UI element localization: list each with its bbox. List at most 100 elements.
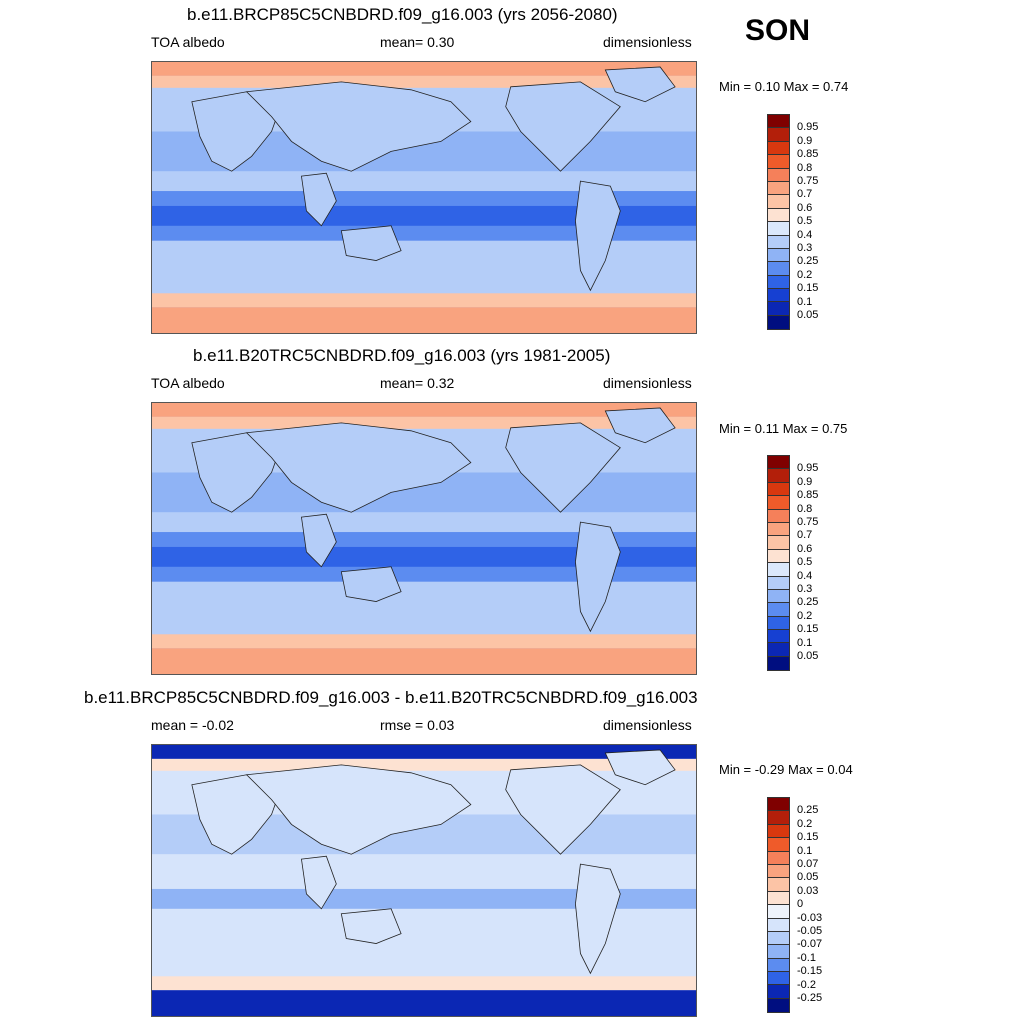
colorbar-swatch xyxy=(768,985,789,999)
colorbar-swatch xyxy=(768,864,789,879)
colorbar-tick-label: -0.2 xyxy=(797,978,816,991)
panel-3-title: b.e11.BRCP85C5CNBDRD.f09_g16.003 - b.e11… xyxy=(84,688,698,707)
colorbar-swatch xyxy=(768,851,789,865)
colorbar-tick-label: 0.15 xyxy=(797,623,819,636)
colorbar-swatch xyxy=(768,549,789,564)
colorbar-tick-label: -0.15 xyxy=(797,965,823,978)
colorbar-swatch xyxy=(768,195,789,209)
colorbar-tick-label: -0.07 xyxy=(797,938,823,951)
colorbar-swatch xyxy=(768,972,789,986)
panel-2-map xyxy=(151,402,697,675)
colorbar-tick-label: 0.2 xyxy=(797,817,813,830)
season-label: SON xyxy=(745,14,811,47)
panel-2-units-label: dimensionless xyxy=(603,375,692,391)
colorbar-swatch xyxy=(768,469,789,483)
colorbar-swatch xyxy=(768,168,789,182)
colorbar-tick-label: -0.03 xyxy=(797,911,823,924)
colorbar-swatch xyxy=(768,616,789,631)
colorbar-tick-label: 0.8 xyxy=(797,161,813,174)
colorbar-swatch xyxy=(768,141,789,156)
colorbar-tick-label: 0.03 xyxy=(797,884,819,897)
colorbar-tick-label: -0.1 xyxy=(797,951,816,964)
colorbar-swatch xyxy=(768,656,789,671)
colorbar-swatch xyxy=(768,878,789,892)
colorbar-tick-label: -0.25 xyxy=(797,992,823,1004)
colorbar-swatch xyxy=(768,275,789,290)
colorbar-tick-label: 0.07 xyxy=(797,858,819,870)
colorbar-swatch xyxy=(768,998,789,1013)
colorbar-tick-label: 0.2 xyxy=(797,609,813,622)
colorbar-swatch xyxy=(768,302,789,316)
colorbar-tick-label: 0.9 xyxy=(797,475,813,488)
colorbar-swatch xyxy=(768,643,789,657)
colorbar-swatch xyxy=(768,181,789,196)
colorbar-swatch xyxy=(768,589,789,604)
colorbar-swatch xyxy=(768,289,789,303)
panel-1-map xyxy=(151,61,697,334)
colorbar-tick-label: 0.25 xyxy=(797,596,819,609)
colorbar-swatch xyxy=(768,931,789,946)
colorbar-swatch xyxy=(768,509,789,523)
colorbar-tick-label: 0.2 xyxy=(797,268,813,281)
colorbar-swatch xyxy=(768,536,789,550)
colorbar-tick-label: 0.1 xyxy=(797,636,813,649)
colorbar-swatch xyxy=(768,905,789,919)
colorbar-swatch xyxy=(768,235,789,249)
colorbar-swatch xyxy=(768,824,789,839)
colorbar-tick-label: 0.25 xyxy=(797,804,819,817)
colorbar-swatch xyxy=(768,208,789,223)
colorbar-tick-label: 0.4 xyxy=(797,569,813,582)
colorbar-swatch xyxy=(768,496,789,510)
colorbar-tick-label: 0 xyxy=(797,898,804,911)
colorbar-tick-label: 0.8 xyxy=(797,502,813,515)
colorbar-swatch xyxy=(768,563,789,577)
colorbar-tick-label: 0.75 xyxy=(797,175,819,187)
colorbar-swatch xyxy=(768,576,789,590)
panel-1-title: b.e11.BRCP85C5CNBDRD.f09_g16.003 (yrs 20… xyxy=(187,5,618,24)
panel-2-title: b.e11.B20TRC5CNBDRD.f09_g16.003 (yrs 198… xyxy=(193,346,611,365)
colorbar-swatch xyxy=(768,945,789,959)
colorbar-tick-label: 0.05 xyxy=(797,309,819,321)
panel-1-minmax: Min = 0.10 Max = 0.74 xyxy=(719,79,849,94)
colorbar-tick-label: 0.15 xyxy=(797,282,819,295)
panel-2-variable-label: TOA albedo xyxy=(151,375,225,391)
colorbar-swatch xyxy=(768,958,789,973)
colorbar-swatch xyxy=(768,128,789,142)
colorbar-swatch xyxy=(768,115,789,129)
colorbar-swatch xyxy=(768,891,789,906)
colorbar-swatch xyxy=(768,811,789,825)
panel-1-variable-label: TOA albedo xyxy=(151,34,225,50)
colorbar-tick-label: 0.7 xyxy=(797,188,813,201)
colorbar-tick-label: 0.9 xyxy=(797,134,813,147)
colorbar-tick-label: 0.1 xyxy=(797,295,813,308)
colorbar-tick-label: 0.95 xyxy=(797,121,819,134)
colorbar-swatch xyxy=(768,262,789,276)
colorbar-swatch xyxy=(768,918,789,932)
colorbar-swatch xyxy=(768,798,789,812)
colorbar-tick-label: 0.1 xyxy=(797,844,813,857)
panel-2-mean-label: mean= 0.32 xyxy=(380,375,455,391)
panel-3-rmse-label: rmse = 0.03 xyxy=(380,717,455,733)
colorbar-tick-label: 0.6 xyxy=(797,201,813,214)
panel-3-colorbar xyxy=(767,797,790,1014)
colorbar-tick-label: 0.5 xyxy=(797,215,813,228)
colorbar-tick-label: 0.3 xyxy=(797,583,813,595)
colorbar-swatch xyxy=(768,603,789,617)
colorbar-tick-label: -0.05 xyxy=(797,925,823,937)
colorbar-tick-label: 0.25 xyxy=(797,255,819,268)
colorbar-swatch xyxy=(768,522,789,537)
colorbar-swatch xyxy=(768,155,789,169)
panel-3-minmax: Min = -0.29 Max = 0.04 xyxy=(719,762,853,777)
colorbar-tick-label: 0.95 xyxy=(797,462,819,475)
colorbar-tick-label: 0.6 xyxy=(797,542,813,555)
colorbar-swatch xyxy=(768,456,789,470)
colorbar-swatch xyxy=(768,838,789,852)
panel-2-minmax: Min = 0.11 Max = 0.75 xyxy=(719,421,848,436)
colorbar-tick-label: 0.05 xyxy=(797,871,819,884)
colorbar-swatch xyxy=(768,222,789,236)
panel-1-units-label: dimensionless xyxy=(603,34,692,50)
colorbar-tick-label: 0.4 xyxy=(797,228,813,241)
colorbar-swatch xyxy=(768,248,789,263)
colorbar-tick-label: 0.05 xyxy=(797,650,819,662)
panel-1-colorbar xyxy=(767,114,790,331)
